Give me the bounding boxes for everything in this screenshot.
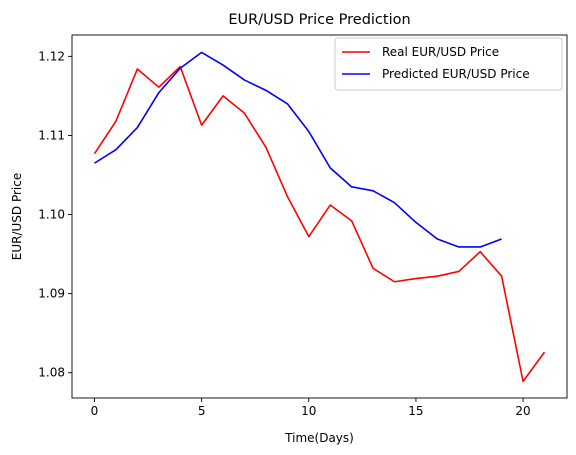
- y-axis-label: EUR/USD Price: [10, 173, 24, 260]
- x-tick-label: 15: [408, 404, 423, 418]
- plot-frame: [71, 34, 568, 399]
- x-axis: 0 5 10 15 20: [91, 398, 531, 418]
- y-axis: 1.08 1.09 1.10 1.11 1.12: [38, 49, 72, 380]
- x-tick-label: 5: [198, 404, 206, 418]
- series-line-1: [94, 51, 502, 248]
- y-tick-label: 1.08: [38, 366, 65, 380]
- plot-area: [71, 34, 568, 399]
- x-tick-label: 0: [91, 404, 99, 418]
- legend: Real EUR/USD Price Predicted EUR/USD Pric…: [334, 37, 563, 91]
- legend-box: [334, 37, 563, 91]
- chart-title: EUR/USD Price Prediction: [228, 12, 410, 28]
- x-axis-label: Time(Days): [284, 431, 354, 445]
- legend-label-0: Real EUR/USD Price: [382, 45, 499, 59]
- x-tick-label: 10: [301, 404, 316, 418]
- y-tick-label: 1.09: [38, 287, 65, 301]
- y-tick-label: 1.11: [38, 128, 65, 142]
- y-tick-label: 1.10: [38, 208, 65, 222]
- x-tick-label: 20: [515, 404, 530, 418]
- y-tick-label: 1.12: [38, 49, 65, 63]
- legend-label-1: Predicted EUR/USD Price: [382, 67, 530, 81]
- series-line-0: [93, 65, 546, 383]
